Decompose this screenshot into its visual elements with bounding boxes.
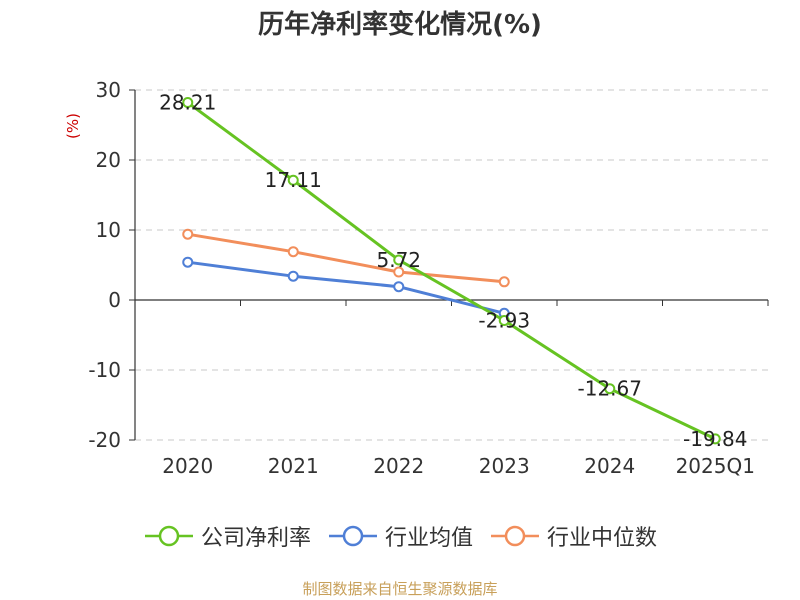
data-point <box>182 228 194 240</box>
y-tick-label: -20 <box>88 428 121 452</box>
legend-swatch <box>491 525 539 547</box>
legend-label: 公司净利率 <box>200 526 311 551</box>
x-tick-label: 2024 <box>584 454 635 478</box>
legend-item[interactable]: 行业中位数 <box>489 520 657 552</box>
data-label: 5.72 <box>376 248 421 272</box>
grid-lines <box>135 89 768 441</box>
data-point <box>182 97 194 109</box>
data-point <box>393 266 405 278</box>
data-point <box>393 254 405 266</box>
x-tick-label: 2021 <box>268 454 319 478</box>
legend-item[interactable]: 行业均值 <box>327 520 473 552</box>
data-point <box>287 246 299 258</box>
data-label: -19.84 <box>683 427 747 451</box>
data-labels: 28.21 17.11 5.72 -2.93 -12.67 -19.84 <box>159 91 747 451</box>
y-tick-label: 30 <box>96 78 121 102</box>
data-point <box>182 256 194 268</box>
source-note: 制图数据来自恒生聚源数据库 <box>302 580 498 598</box>
legend-marker <box>158 525 180 547</box>
data-label: 17.11 <box>265 168 322 192</box>
y-tick-label: 0 <box>108 288 121 312</box>
legend-label: 行业中位数 <box>547 526 658 551</box>
data-point <box>498 315 510 327</box>
x-tick-label: 2023 <box>479 454 530 478</box>
data-label: -2.93 <box>478 309 530 333</box>
legend-label: 行业均值 <box>384 526 473 551</box>
chart-title: 历年净利率变化情况(%) <box>258 10 542 40</box>
data-point <box>287 174 299 186</box>
data-point <box>604 383 616 395</box>
legend: 公司净利率 行业均值 行业中位数 <box>0 518 800 554</box>
series-line <box>187 232 505 284</box>
x-tick-label: 2025Q1 <box>676 454 755 478</box>
axes: 30 20 10 0 -10 -20 2020 2021 2022 2023 2024 2025Q1 <box>88 78 769 478</box>
legend-swatch <box>328 525 377 547</box>
data-point <box>498 276 510 288</box>
data-point <box>709 433 721 445</box>
y-tick-label: 20 <box>96 148 121 172</box>
legend-marker <box>342 525 364 547</box>
x-tick-label: 2020 <box>162 454 213 478</box>
series-line <box>187 260 505 315</box>
y-tick-label: 10 <box>96 218 121 242</box>
legend-marker <box>504 525 526 547</box>
data-label: -12.67 <box>578 377 642 401</box>
legend-swatch <box>144 525 193 547</box>
y-unit-label: (%) <box>64 113 82 139</box>
x-tick-label: 2022 <box>373 454 424 478</box>
legend-item[interactable]: 公司净利率 <box>143 520 311 552</box>
data-point <box>393 281 405 293</box>
data-label: 28.21 <box>159 91 216 115</box>
series-line <box>186 101 716 441</box>
data-point <box>287 270 299 282</box>
series-lines <box>182 97 721 445</box>
y-tick-label: -10 <box>88 358 121 382</box>
